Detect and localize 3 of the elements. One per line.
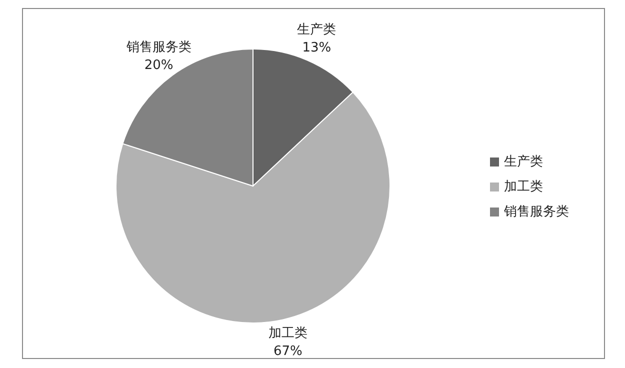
legend-label: 销售服务类 (503, 204, 569, 220)
legend-label: 加工类 (504, 180, 543, 195)
legend-label: 生产类 (504, 154, 543, 170)
